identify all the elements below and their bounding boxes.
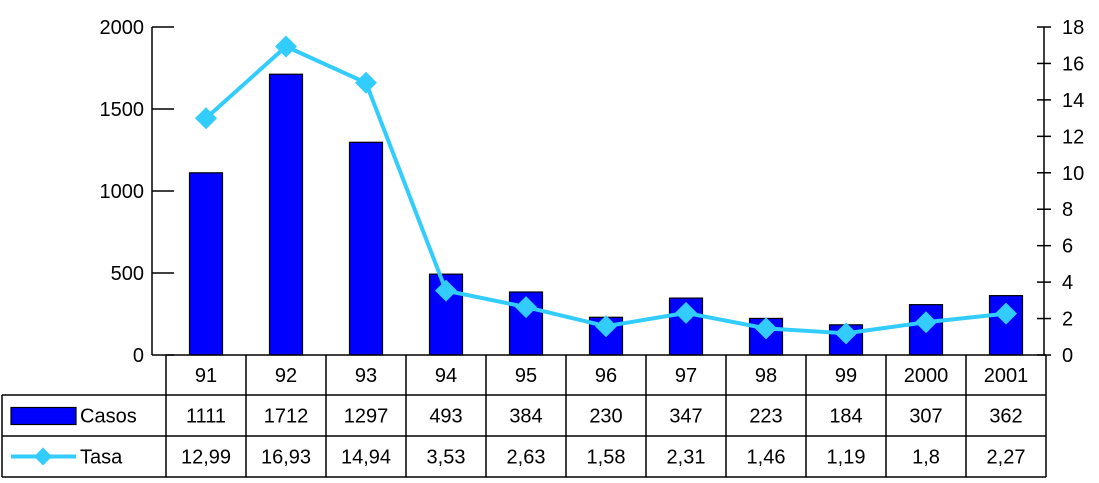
rate-line bbox=[195, 35, 1017, 345]
rate-marker-93 bbox=[355, 71, 377, 94]
bar-97 bbox=[668, 297, 704, 356]
tasa-cell: 14,94 bbox=[341, 447, 391, 469]
casos-cell: 1297 bbox=[344, 406, 389, 428]
bar-92 bbox=[268, 73, 304, 356]
rate-marker-91 bbox=[195, 107, 217, 130]
tasa-cell: 3,53 bbox=[427, 447, 466, 469]
category-label: 97 bbox=[675, 365, 697, 387]
rate-marker-96 bbox=[595, 315, 617, 338]
casos-cell: 1712 bbox=[264, 406, 309, 428]
tasa-cell: 2,31 bbox=[667, 447, 706, 469]
category-label: 2001 bbox=[984, 365, 1029, 387]
left-tick-label: 2000 bbox=[100, 17, 145, 39]
casos-cell: 347 bbox=[669, 406, 702, 428]
tasa-cell: 16,93 bbox=[261, 447, 311, 469]
rate-line-path bbox=[204, 44, 1007, 336]
right-tick-label: 8 bbox=[1062, 199, 1073, 221]
legend-casos-label: Casos bbox=[80, 406, 137, 428]
rate-marker-99 bbox=[835, 322, 857, 345]
category-label: 2000 bbox=[904, 365, 949, 387]
casos-cell: 230 bbox=[589, 406, 622, 428]
right-tick-label: 18 bbox=[1062, 17, 1084, 39]
data-table: 91 92 93 94 95 96 97 98 99 2000 2001 Casos 1111 1712 1… bbox=[1, 354, 1047, 478]
category-label: 92 bbox=[275, 365, 297, 387]
category-label: 93 bbox=[355, 365, 377, 387]
tasa-cell: 2,27 bbox=[987, 447, 1026, 469]
bar-93 bbox=[348, 141, 384, 356]
category-label: 98 bbox=[755, 365, 777, 387]
right-tick-label: 16 bbox=[1062, 53, 1084, 75]
right-tick-label: 10 bbox=[1062, 163, 1084, 185]
casos-cell: 384 bbox=[509, 406, 542, 428]
right-tick-label: 14 bbox=[1062, 90, 1084, 112]
right-tick-label: 0 bbox=[1062, 345, 1073, 367]
category-label: 94 bbox=[435, 365, 457, 387]
bar-91 bbox=[188, 172, 224, 356]
casos-cell: 362 bbox=[989, 406, 1022, 428]
right-tick-label: 2 bbox=[1062, 309, 1073, 331]
axes: 0 500 1000 1500 2000 0 2 4 6 8 10 12 14 16 18 bbox=[100, 17, 1085, 367]
right-tick-label: 6 bbox=[1062, 236, 1073, 258]
tasa-cell: 2,63 bbox=[507, 447, 546, 469]
legend-tasa-label: Tasa bbox=[80, 447, 123, 469]
rate-marker-2000 bbox=[915, 311, 937, 334]
tasa-cell: 1,58 bbox=[587, 447, 626, 469]
left-tick-label: 1500 bbox=[100, 99, 145, 121]
right-tick-label: 4 bbox=[1062, 272, 1073, 294]
tasa-cell: 1,8 bbox=[912, 447, 940, 469]
rate-marker-94 bbox=[435, 279, 457, 302]
casos-cell: 307 bbox=[909, 406, 942, 428]
legend-tasa-marker bbox=[34, 447, 52, 466]
left-tick-label: 500 bbox=[111, 263, 144, 285]
rate-marker-2001 bbox=[995, 302, 1017, 325]
casos-cell: 1111 bbox=[186, 406, 226, 428]
category-label: 95 bbox=[515, 365, 537, 387]
tasa-cell: 12,99 bbox=[181, 447, 231, 469]
casos-cell: 223 bbox=[749, 406, 782, 428]
casos-cell: 493 bbox=[429, 406, 462, 428]
tasa-cell: 1,46 bbox=[747, 447, 786, 469]
category-label: 99 bbox=[835, 365, 857, 387]
legend-casos-swatch bbox=[10, 406, 77, 426]
rate-marker-92 bbox=[275, 35, 297, 58]
bars bbox=[188, 73, 1024, 356]
rate-marker-98 bbox=[755, 317, 777, 340]
rate-marker-97 bbox=[675, 301, 697, 324]
category-label: 91 bbox=[195, 365, 217, 387]
right-tick-label: 12 bbox=[1062, 126, 1084, 148]
left-tick-label: 0 bbox=[133, 345, 144, 367]
category-label: 96 bbox=[595, 365, 617, 387]
tasa-cell: 1,19 bbox=[827, 447, 866, 469]
left-tick-label: 1000 bbox=[100, 181, 145, 203]
rate-marker-95 bbox=[515, 296, 537, 319]
casos-cell: 184 bbox=[829, 406, 862, 428]
